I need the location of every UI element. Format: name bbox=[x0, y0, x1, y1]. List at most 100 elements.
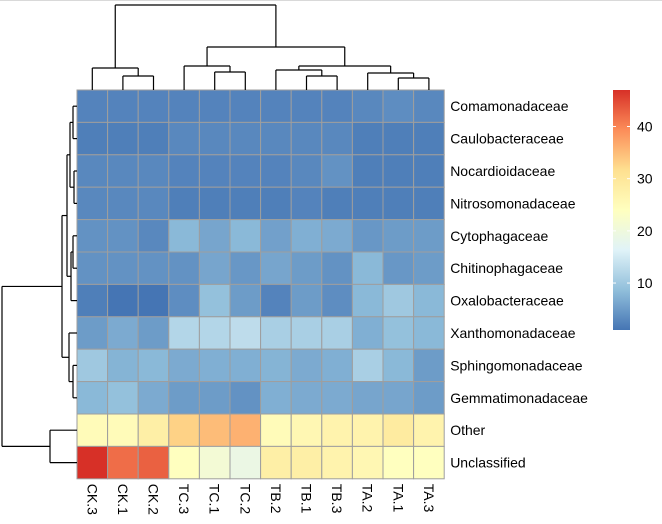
heatmap-cell bbox=[76, 348, 109, 383]
heatmap-cell bbox=[198, 186, 231, 221]
heatmap-cell bbox=[382, 121, 415, 156]
heatmap-cell bbox=[198, 413, 231, 447]
column-label: TC.1 bbox=[207, 484, 223, 515]
heatmap-cell bbox=[137, 219, 170, 253]
heatmap-cell bbox=[229, 413, 262, 447]
heatmap-cell bbox=[351, 413, 384, 447]
heatmap-cell bbox=[198, 154, 231, 188]
heatmap-cell bbox=[382, 251, 415, 285]
heatmap-cell bbox=[321, 381, 353, 415]
heatmap-cell bbox=[382, 413, 415, 447]
heatmap-cell bbox=[76, 413, 109, 447]
heatmap-cell bbox=[168, 186, 200, 221]
heatmap-cell bbox=[290, 89, 323, 123]
heatmap-cell bbox=[290, 121, 323, 156]
row-label: Unclassified bbox=[450, 455, 525, 471]
heatmap-cell bbox=[351, 316, 384, 350]
heatmap-cell bbox=[290, 283, 323, 318]
heatmap-cell bbox=[76, 445, 109, 480]
heatmap-cell bbox=[168, 348, 200, 383]
heatmap-cell bbox=[76, 186, 109, 221]
heatmap-cell bbox=[413, 413, 445, 447]
heatmap-cell bbox=[229, 89, 262, 123]
colorbar-legend: 10 20 30 40 bbox=[613, 90, 653, 330]
column-label: TC.3 bbox=[176, 484, 192, 515]
heatmap-cell bbox=[229, 121, 262, 156]
heatmap-cell bbox=[168, 381, 200, 415]
heatmap-cell bbox=[168, 413, 200, 447]
heatmap-cell bbox=[168, 316, 200, 350]
heatmap-cell bbox=[351, 219, 384, 253]
heatmap-cell bbox=[260, 316, 292, 350]
heatmap-cell bbox=[137, 283, 170, 318]
heatmap-cell bbox=[137, 316, 170, 350]
heatmap-cell bbox=[168, 251, 200, 285]
colorbar-tick-label: 30 bbox=[637, 171, 653, 187]
heatmap-cell bbox=[351, 381, 384, 415]
column-label: TA.1 bbox=[390, 484, 406, 513]
column-label: TB.3 bbox=[329, 484, 345, 514]
heatmap-cell bbox=[137, 186, 170, 221]
heatmap-cell bbox=[229, 381, 262, 415]
heatmap-cell bbox=[321, 413, 353, 447]
row-label: Comamonadaceae bbox=[450, 98, 569, 114]
column-label: TB.1 bbox=[299, 484, 315, 514]
heatmap-cell bbox=[260, 348, 292, 383]
heatmap-cell bbox=[198, 219, 231, 253]
heatmap-cell bbox=[198, 251, 231, 285]
heatmap-cell bbox=[168, 154, 200, 188]
row-label: Caulobacteraceae bbox=[450, 131, 564, 147]
heatmap-cell bbox=[260, 219, 292, 253]
heatmap-cell bbox=[413, 381, 445, 415]
heatmap-cell bbox=[76, 89, 109, 123]
heatmap-cell bbox=[413, 219, 445, 253]
heatmap-cell bbox=[137, 445, 170, 480]
heatmap-cell bbox=[260, 445, 292, 480]
heatmap-cell bbox=[107, 154, 139, 188]
heatmap-cell bbox=[107, 445, 139, 480]
heatmap-cell bbox=[413, 89, 445, 123]
heatmap-cell bbox=[76, 316, 109, 350]
row-label: Other bbox=[450, 422, 485, 438]
heatmap-cell bbox=[76, 251, 109, 285]
heatmap-cell bbox=[290, 219, 323, 253]
heatmap-cell bbox=[321, 283, 353, 318]
heatmap-cell bbox=[321, 121, 353, 156]
heatmap-cell bbox=[321, 251, 353, 285]
heatmap-cell bbox=[229, 251, 262, 285]
heatmap-cell bbox=[413, 283, 445, 318]
heatmap-cell bbox=[137, 89, 170, 123]
heatmap-cell bbox=[229, 283, 262, 318]
heatmap-cell bbox=[137, 413, 170, 447]
heatmap-cell bbox=[107, 186, 139, 221]
heatmap-cell bbox=[260, 121, 292, 156]
heatmap-cell bbox=[290, 381, 323, 415]
heatmap-cell bbox=[290, 445, 323, 480]
heatmap-cell bbox=[290, 348, 323, 383]
heatmap-cell bbox=[229, 445, 262, 480]
heatmap-cell bbox=[382, 154, 415, 188]
heatmap-cell bbox=[382, 89, 415, 123]
row-label: Chitinophagaceae bbox=[450, 260, 563, 276]
heatmap-cell bbox=[260, 186, 292, 221]
heatmap-cell bbox=[351, 445, 384, 480]
column-label: CK.1 bbox=[115, 484, 131, 515]
colorbar-tick-label: 20 bbox=[637, 223, 653, 239]
heatmap-cells bbox=[76, 89, 445, 480]
heatmap-cell bbox=[290, 154, 323, 188]
heatmap-cell bbox=[321, 219, 353, 253]
heatmap-cell bbox=[76, 154, 109, 188]
heatmap-cell bbox=[413, 251, 445, 285]
heatmap-cell bbox=[107, 219, 139, 253]
heatmap-cell bbox=[413, 348, 445, 383]
heatmap-cell bbox=[168, 89, 200, 123]
heatmap-cell bbox=[382, 186, 415, 221]
column-dendrogram bbox=[91, 4, 430, 90]
column-label: TA.2 bbox=[360, 484, 376, 513]
heatmap-cell bbox=[413, 445, 445, 480]
heatmap-cell bbox=[321, 186, 353, 221]
row-label: Oxalobacteraceae bbox=[450, 293, 564, 309]
heatmap-cell bbox=[321, 348, 353, 383]
